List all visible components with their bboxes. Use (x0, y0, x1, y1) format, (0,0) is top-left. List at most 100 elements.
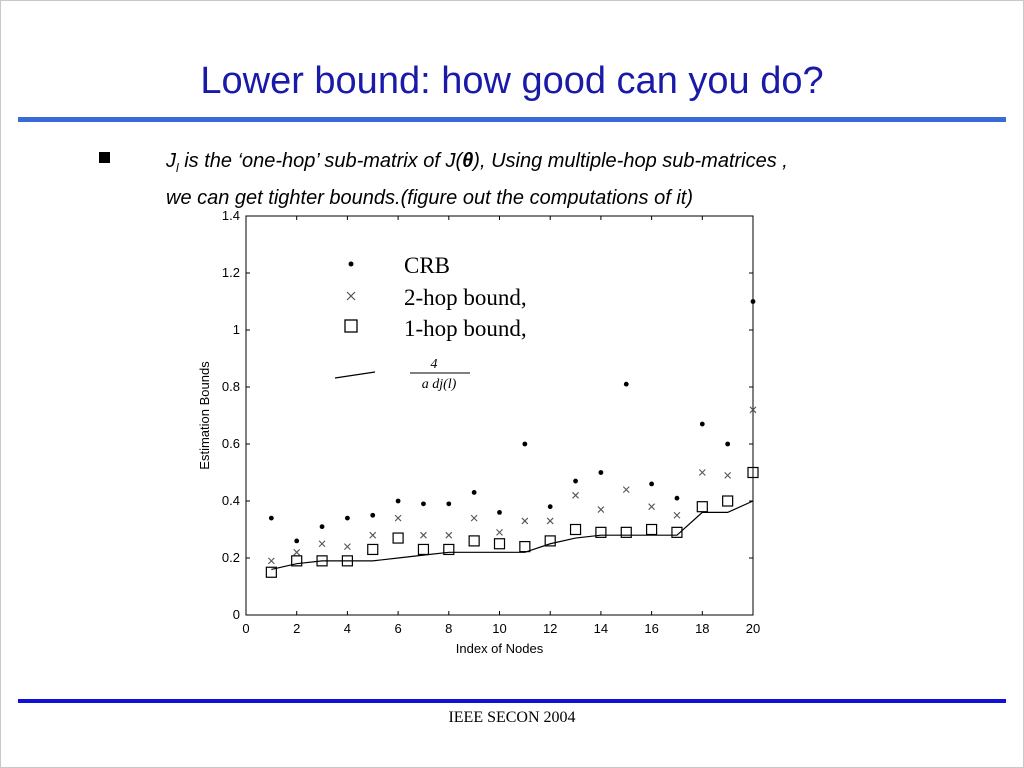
y-tick-label: 1 (233, 322, 240, 337)
two-hop-point (267, 557, 275, 565)
one-hop-point (291, 555, 303, 567)
one-hop-point (722, 495, 734, 507)
j-subscript: l (176, 161, 179, 175)
bullet-text-b: ), Using multiple-hop sub-matrices , (473, 150, 788, 172)
two-hop-point (622, 486, 630, 493)
crb-point (699, 421, 705, 427)
crb-point (268, 515, 274, 521)
one-hop-point (367, 543, 379, 556)
j-symbol: J (166, 150, 176, 172)
one-hop-point (265, 566, 277, 578)
plot-frame (245, 215, 754, 616)
crb-point (446, 501, 452, 507)
one-hop-point (544, 535, 556, 547)
crb-point (522, 441, 528, 447)
two-hop-point (546, 517, 554, 525)
x-tick-label: 8 (445, 621, 452, 636)
two-hop-point (698, 469, 706, 476)
footer-text: IEEE SECON 2004 (448, 709, 576, 726)
legend-crb-marker (348, 261, 354, 267)
crb-point (750, 299, 756, 304)
x-tick-label: 14 (594, 621, 608, 636)
one-hop-point (519, 540, 531, 553)
bound-line (271, 500, 754, 570)
crb-point (598, 470, 604, 475)
two-hop-point (673, 511, 681, 519)
crb-point (319, 524, 325, 530)
two-hop-point (470, 514, 478, 522)
one-hop-point (747, 466, 759, 479)
legend-crb-label: CRB (404, 253, 450, 278)
y-tick-label: 0.6 (222, 436, 240, 451)
one-hop-point (468, 535, 480, 547)
theta-symbol: θ (462, 150, 474, 172)
one-hop-point (671, 526, 683, 538)
bullet-line-2: we can get tighter bounds.(figure out th… (166, 187, 693, 209)
y-tick-label: 0 (233, 607, 240, 622)
crb-point (573, 478, 578, 484)
two-hop-point (394, 514, 402, 522)
one-hop-point (417, 543, 430, 556)
crb-point (547, 504, 553, 510)
two-hop-point (521, 517, 529, 525)
crb-point (649, 481, 654, 487)
two-hop-point (572, 491, 579, 499)
crb-point (395, 498, 401, 504)
x-axis-label: Index of Nodes (456, 641, 544, 656)
slide-title: Lower bound: how good can you do? (200, 60, 824, 102)
one-hop-point (595, 526, 607, 538)
two-hop-point (420, 531, 427, 539)
two-hop-point (648, 503, 655, 511)
y-tick-label: 0.8 (222, 379, 240, 394)
title-divider (18, 117, 1006, 122)
x-tick-label: 2 (293, 621, 300, 636)
y-axis-label: Estimation Bounds (197, 361, 212, 470)
legend-frac-denominator: a dj(l) (422, 377, 457, 392)
one-hop-point (569, 523, 582, 536)
one-hop-point (493, 538, 506, 550)
chart-marks (265, 299, 759, 578)
two-hop-point (344, 543, 351, 550)
chart-axes: 0 2 4 6 8 10 12 14 16 18 20 0 0.2 0.4 0.6 0.8 1 1.2 1.4 Ind… (197, 208, 760, 656)
crb-point (421, 501, 426, 507)
bullet-square-icon (99, 152, 110, 163)
two-hop-point (597, 506, 605, 513)
x-tick-label: 16 (644, 621, 658, 636)
x-tick-label: 6 (394, 621, 401, 636)
x-tick-label: 10 (492, 621, 506, 636)
x-tick-label: 20 (746, 621, 760, 636)
bullet-text-a: is the ‘one-hop’ sub-matrix of J( (178, 150, 463, 172)
two-hop-point (293, 548, 301, 556)
x-tick-label: 12 (543, 621, 557, 636)
one-hop-point (620, 526, 632, 538)
crb-point (294, 538, 300, 544)
crb-point (345, 515, 350, 521)
crb-point (623, 381, 629, 387)
one-hop-point (443, 543, 455, 556)
one-hop-point (696, 501, 708, 513)
crb-point (471, 490, 477, 495)
two-hop-point (445, 531, 453, 539)
one-hop-point (645, 523, 658, 536)
crb-point (370, 512, 376, 518)
legend-two-hop-marker (346, 291, 356, 301)
one-hop-point (392, 532, 404, 544)
two-hop-point (369, 531, 377, 539)
crb-point (725, 441, 731, 447)
x-tick-label: 18 (695, 621, 709, 636)
bullet-text: Jl is the ‘one-hop’ sub-matrix of J(θ), … (166, 146, 986, 213)
footer-divider (18, 699, 1006, 703)
two-hop-point (749, 406, 757, 414)
crb-point (497, 510, 502, 515)
legend-one-hop-label: 1-hop bound, (404, 316, 527, 341)
crb-point (674, 495, 680, 501)
x-tick-label: 0 (242, 621, 249, 636)
x-tick-label: 4 (344, 621, 351, 636)
legend-bound-line-marker (334, 371, 376, 379)
y-tick-label: 1.4 (222, 208, 240, 223)
y-tick-label: 0.4 (222, 493, 240, 508)
legend-frac-numerator: 4 (431, 357, 438, 372)
y-tick-label: 1.2 (222, 265, 240, 280)
y-tick-label: 0.2 (222, 550, 240, 565)
